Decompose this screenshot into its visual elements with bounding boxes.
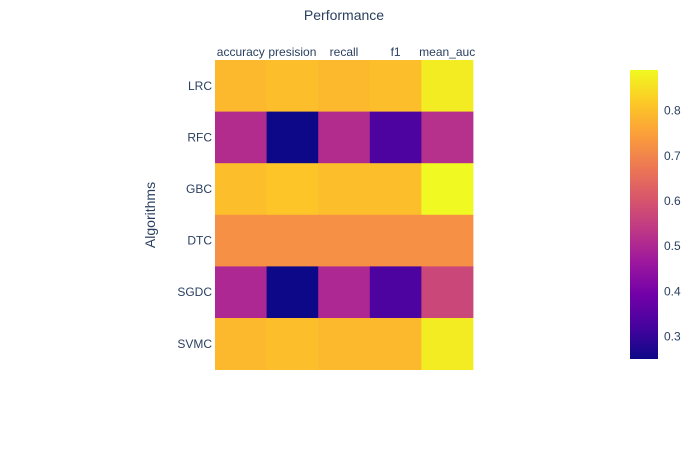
y-axis-title: Algorithms [142, 182, 158, 248]
colorbar-tick-label: 0.3 [664, 329, 681, 343]
heatmap-cell-sgdc-accuracy [215, 266, 267, 319]
heatmap-cell-rfc-f1 [369, 111, 422, 164]
heatmap-cells [215, 60, 474, 370]
heatmap-cell-lrc-presision [266, 60, 319, 112]
x-tick-label: accuracy [217, 45, 265, 59]
heatmap-cell-lrc-mean_auc [421, 60, 474, 112]
heatmap-cell-gbc-recall [318, 163, 371, 216]
heatmap-cell-dtc-presision [266, 214, 319, 267]
y-tick-label: GBC [186, 182, 212, 196]
heatmap-cell-svmc-presision [266, 318, 319, 370]
x-tick-label: f1 [391, 45, 401, 59]
y-tick-label: SVMC [177, 337, 212, 351]
heatmap-cell-gbc-accuracy [215, 163, 267, 216]
heatmap-cell-lrc-f1 [369, 60, 422, 112]
colorbar-tick-label: 0.5 [664, 239, 681, 253]
y-tick-label: RFC [187, 130, 212, 144]
heatmap-cell-gbc-f1 [369, 163, 422, 216]
heatmap-cell-dtc-accuracy [215, 214, 267, 267]
y-tick-label: DTC [187, 234, 212, 248]
colorbar-tick-labels: 0.3 0.4 0.5 0.6 0.7 0.8 [664, 104, 681, 344]
x-tick-label: recall [330, 45, 359, 59]
heatmap-cell-sgdc-presision [266, 266, 319, 319]
heatmap-cell-svmc-recall [318, 318, 371, 370]
heatmap-cell-rfc-accuracy [215, 111, 267, 164]
heatmap-cell-rfc-recall [318, 111, 371, 164]
x-tick-label: mean_auc [419, 45, 475, 59]
x-axis-tick-labels: accuracy presision recall f1 mean_auc [217, 45, 475, 59]
heatmap-cell-svmc-f1 [369, 318, 422, 370]
heatmap-cell-gbc-mean_auc [421, 163, 474, 216]
heatmap-cell-rfc-mean_auc [421, 111, 474, 164]
heatmap-cell-dtc-f1 [369, 214, 422, 267]
colorbar-tick-label: 0.7 [664, 149, 681, 163]
heatmap-cell-rfc-presision [266, 111, 319, 164]
colorbar-tick-label: 0.4 [664, 284, 681, 298]
heatmap-cell-dtc-recall [318, 214, 371, 267]
heatmap-cell-sgdc-recall [318, 266, 371, 319]
colorbar [630, 70, 658, 359]
heatmap-cell-gbc-presision [266, 163, 319, 216]
heatmap-cell-dtc-mean_auc [421, 214, 474, 267]
heatmap-cell-sgdc-mean_auc [421, 266, 474, 319]
heatmap-cell-lrc-recall [318, 60, 371, 112]
y-tick-label: SGDC [177, 285, 212, 299]
heatmap-cell-svmc-mean_auc [421, 318, 474, 370]
heatmap-cell-svmc-accuracy [215, 318, 267, 370]
heatmap-cell-lrc-accuracy [215, 60, 267, 112]
heatmap-cell-sgdc-f1 [369, 266, 422, 319]
y-tick-label: LRC [188, 79, 212, 93]
colorbar-tick-label: 0.6 [664, 194, 681, 208]
x-tick-label: presision [268, 45, 316, 59]
y-axis-tick-labels: LRC RFC GBC DTC SGDC SVMC [177, 79, 212, 351]
colorbar-tick-label: 0.8 [664, 104, 681, 118]
chart-title: Performance [304, 7, 384, 23]
